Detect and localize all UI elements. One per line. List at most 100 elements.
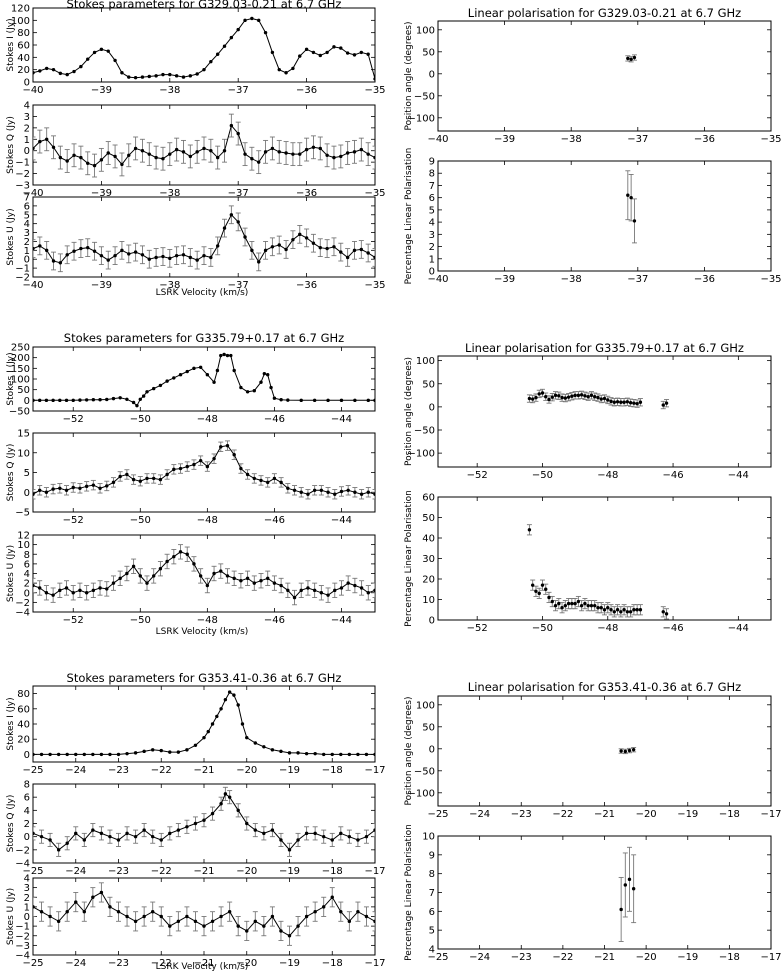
data-point	[292, 595, 297, 600]
data-point	[135, 403, 139, 408]
y-tick-label: 40	[17, 53, 30, 64]
data-point	[356, 838, 360, 842]
data-point	[266, 576, 270, 581]
data-layer	[33, 352, 375, 408]
x-tick-label: −22	[151, 958, 172, 969]
y-tick-label: 4	[24, 219, 30, 230]
y-axis-label: Position angle (degrees)	[404, 357, 414, 466]
data-point	[553, 393, 558, 398]
data-point	[322, 834, 326, 839]
y-tick-label: 5	[24, 468, 30, 479]
data-point	[219, 353, 223, 358]
data-point	[534, 589, 538, 593]
data-point	[627, 877, 632, 882]
y-tick-label: 3	[24, 112, 30, 123]
data-point	[253, 741, 257, 745]
x-tick-label: −17	[760, 809, 781, 820]
data-point	[287, 751, 292, 755]
data-point	[296, 924, 300, 928]
x-axis-label: LSRK Velocity (km/s)	[156, 627, 249, 637]
data-point	[185, 552, 189, 556]
data-point	[158, 477, 163, 482]
plot-frame	[437, 695, 772, 807]
data-point	[311, 50, 316, 55]
data-point	[195, 72, 199, 76]
x-tick-label: −48	[197, 615, 218, 626]
data-point	[622, 608, 626, 612]
data-point	[174, 147, 179, 152]
x-tick-label: −37	[228, 188, 249, 199]
y-tick-label: −50	[414, 91, 435, 102]
data-point	[206, 729, 210, 734]
data-point	[339, 586, 344, 590]
x-tick-label: −22	[151, 765, 172, 776]
data-point	[44, 137, 49, 141]
plot-frame	[32, 346, 376, 412]
y-tick-label: 50	[422, 722, 435, 733]
data-point	[193, 821, 198, 826]
data-point	[64, 488, 69, 492]
data-point	[99, 158, 104, 162]
data-point	[44, 66, 49, 71]
data-point	[58, 588, 62, 593]
data-point	[225, 574, 230, 578]
data-point	[168, 152, 172, 156]
y-tick-label: 250	[11, 343, 30, 354]
y-tick-label: 0	[429, 267, 435, 278]
data-point	[364, 834, 369, 839]
data-point	[583, 394, 587, 398]
data-point	[133, 751, 138, 755]
data-point	[202, 818, 206, 822]
data-point	[205, 373, 210, 377]
x-tick-label: −48	[597, 470, 618, 481]
data-point	[664, 401, 669, 405]
data-point	[619, 749, 623, 753]
data-point	[366, 398, 370, 403]
chart-panel: −25 −24 −23 −22 −21 −20 −19 −18 −17 4 5 6 7 8 9 10 Perce…	[404, 824, 782, 963]
data-point	[161, 254, 165, 259]
data-point	[165, 379, 169, 383]
data-point	[108, 905, 112, 909]
data-point	[606, 606, 610, 610]
data-point	[330, 895, 334, 899]
x-tick-label: −18	[322, 866, 343, 877]
data-point	[140, 253, 145, 257]
y-tick-label: 6	[24, 201, 30, 212]
y-tick-label: −2	[15, 931, 30, 942]
data-point	[33, 71, 35, 75]
data-point	[209, 255, 213, 260]
y-tick-label: 1	[24, 246, 30, 257]
data-point	[229, 123, 234, 128]
x-tick-label: −25	[22, 866, 43, 877]
data-point	[181, 150, 186, 154]
data-point	[304, 751, 309, 756]
x-tick-label: −22	[552, 952, 573, 963]
data-point	[625, 610, 630, 614]
data-point	[223, 697, 228, 702]
data-point	[125, 751, 129, 756]
data-point	[326, 593, 330, 597]
data-point	[333, 588, 337, 593]
y-tick-label: 12	[17, 531, 30, 542]
data-point	[82, 909, 87, 914]
data-point	[65, 72, 69, 77]
data-point	[51, 398, 55, 403]
data-point	[330, 752, 334, 757]
data-point	[373, 919, 375, 924]
data-point	[120, 248, 124, 253]
data-point	[239, 466, 243, 471]
data-point	[39, 834, 44, 839]
data-point	[259, 478, 263, 483]
data-point	[631, 887, 636, 891]
y-tick-label: 40	[422, 534, 435, 545]
data-point	[236, 808, 240, 813]
data-point	[312, 488, 317, 492]
data-point	[345, 255, 350, 260]
data-point	[593, 603, 597, 608]
data-layer	[526, 388, 670, 410]
data-point	[116, 838, 121, 842]
data-point	[298, 152, 302, 156]
y-axis-label: Stokes I (Jy)	[6, 697, 16, 750]
data-point	[298, 54, 302, 58]
y-tick-label: 4	[24, 806, 30, 817]
